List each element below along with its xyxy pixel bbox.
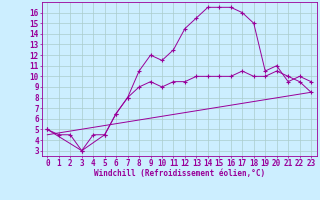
X-axis label: Windchill (Refroidissement éolien,°C): Windchill (Refroidissement éolien,°C) [94,169,265,178]
